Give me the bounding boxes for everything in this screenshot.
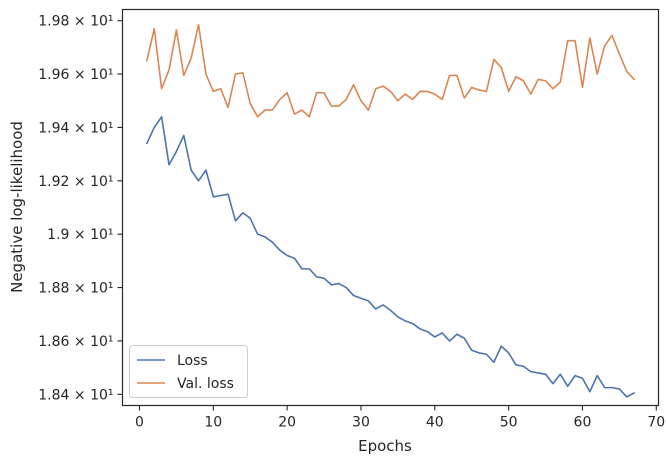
x-tick-label: 0 xyxy=(135,415,144,431)
x-tick-label: 30 xyxy=(352,415,370,431)
y-tick-label: 1.84 × 10¹ xyxy=(38,387,113,403)
series-line-val-loss xyxy=(146,23,635,118)
x-tick-label: 50 xyxy=(500,415,518,431)
y-tick-label: 1.98 × 10¹ xyxy=(38,14,113,30)
y-axis-label: Negative log-likelihood xyxy=(8,121,26,293)
y-axis-ticks: 1.84 × 10¹ 1.86 × 10¹ 1.88 × 10¹ 1.9 × 10¹ 1… xyxy=(38,14,123,403)
x-tick-label: 10 xyxy=(204,415,222,431)
y-tick-label: 1.9 × 10¹ xyxy=(47,227,113,243)
y-tick-label: 1.86 × 10¹ xyxy=(38,334,113,350)
x-tick-label: 20 xyxy=(278,415,296,431)
legend: Loss Val. loss xyxy=(129,345,248,398)
y-tick-label: 1.88 × 10¹ xyxy=(38,281,113,297)
x-axis-ticks: 0 10 20 30 40 50 60 70 xyxy=(135,405,665,431)
x-tick-label: 60 xyxy=(574,415,592,431)
x-axis-label: Epochs xyxy=(358,437,412,455)
series-layer xyxy=(146,23,635,398)
y-tick-label: 1.94 × 10¹ xyxy=(38,120,113,136)
plot-frame xyxy=(121,8,660,407)
x-tick-label: 40 xyxy=(426,415,444,431)
y-tick-label: 1.96 × 10¹ xyxy=(38,67,113,83)
x-tick-label: 70 xyxy=(647,415,665,431)
legend-label-val-loss: Val. loss xyxy=(177,376,234,392)
series-line-loss xyxy=(146,115,635,398)
legend-box xyxy=(129,345,248,398)
legend-label-loss: Loss xyxy=(177,353,208,369)
y-tick-label: 1.92 × 10¹ xyxy=(38,174,113,190)
